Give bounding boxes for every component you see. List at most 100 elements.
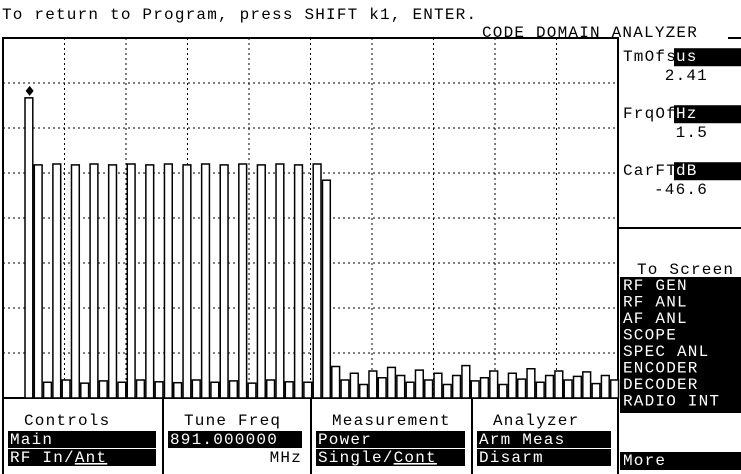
screens-title: To Screen <box>637 261 734 279</box>
softkey-line[interactable]: Arm Meas <box>479 431 565 449</box>
bar <box>154 381 164 399</box>
softkey-highlight <box>316 431 465 448</box>
bar <box>210 381 220 399</box>
softkey-text: Main <box>10 431 53 449</box>
screen-title: CODE DOMAIN ANALYZER <box>482 24 698 42</box>
bar <box>405 381 415 399</box>
bar <box>516 378 527 399</box>
readout-unit: us <box>676 48 698 66</box>
softkey-text: Power <box>318 431 372 449</box>
bar <box>461 364 471 399</box>
softkey-title: Analyzer <box>493 412 579 430</box>
bar <box>98 380 108 399</box>
bar <box>80 382 90 399</box>
softkey-text: MHz <box>270 449 302 467</box>
screen-item[interactable]: DECODER <box>623 376 699 394</box>
more-key[interactable]: More <box>623 452 666 470</box>
screen-item[interactable]: RF ANL <box>623 294 688 312</box>
bar <box>182 164 192 399</box>
bar <box>424 379 434 399</box>
screen-item[interactable]: SPEC ANL <box>623 343 709 361</box>
softkey-line[interactable]: Disarm <box>479 449 544 467</box>
softkey-text: RF In/ <box>10 449 75 467</box>
screen-item[interactable]: ENCODER <box>623 360 699 378</box>
softkey-highlight <box>8 449 156 466</box>
bar <box>70 164 81 399</box>
bar <box>442 383 452 399</box>
screens-box <box>620 277 741 413</box>
bar <box>275 163 285 399</box>
screen-item[interactable]: AF ANL <box>623 310 688 328</box>
bar <box>219 164 229 399</box>
bar <box>42 381 53 399</box>
softkey-line[interactable]: Power <box>318 431 372 449</box>
bar <box>247 382 257 399</box>
bar <box>117 381 127 399</box>
readout-unit: dB <box>676 162 698 180</box>
screen-item[interactable]: RF GEN <box>623 277 688 295</box>
softkey-line[interactable]: RF In/Ant <box>10 449 107 467</box>
bar <box>312 163 322 399</box>
bar <box>340 379 350 399</box>
bar <box>563 379 573 399</box>
bar <box>265 379 276 399</box>
bar <box>386 366 397 399</box>
readout-value: -46.6 <box>654 181 708 199</box>
softkey-text: Single/ <box>318 449 394 467</box>
bar <box>349 372 359 399</box>
instruction: To return to Program, press SHIFT k1, EN… <box>2 6 477 24</box>
readout-label: TmOfs <box>623 48 677 66</box>
bar <box>489 370 499 399</box>
bar <box>414 369 425 399</box>
readout-label: CarFT <box>623 162 677 180</box>
readout-label: FrqOf <box>623 105 677 123</box>
softkey-title: Measurement <box>332 412 451 430</box>
bar <box>191 379 201 399</box>
bar <box>470 380 480 399</box>
screen-item[interactable]: SCOPE <box>623 327 677 345</box>
bar <box>591 382 601 399</box>
bar <box>609 379 620 399</box>
softkey-underlined: Cont <box>394 449 437 467</box>
bar <box>451 374 462 399</box>
bar <box>535 381 545 399</box>
bar <box>228 380 239 399</box>
bar <box>554 370 564 399</box>
bar <box>126 163 136 399</box>
bar <box>173 381 183 399</box>
bar <box>107 164 118 399</box>
bar <box>200 163 211 399</box>
softkey-title: Tune Freq <box>184 412 281 430</box>
bar <box>145 164 155 399</box>
softkey-line[interactable]: Single/Cont <box>318 449 437 467</box>
bar <box>24 97 34 399</box>
unit-box <box>674 105 741 124</box>
screen-item[interactable]: RADIO INT <box>623 393 720 411</box>
softkey-line[interactable]: 891.000000 <box>170 431 278 449</box>
bar <box>33 164 43 399</box>
softkey-text: Disarm <box>479 449 544 467</box>
bar <box>331 365 341 399</box>
bar <box>52 163 62 399</box>
bar <box>163 163 173 399</box>
bar <box>600 374 610 399</box>
bar <box>89 163 99 399</box>
bar <box>135 379 146 399</box>
softkey-line[interactable]: Main <box>10 431 53 449</box>
marker <box>25 85 34 96</box>
readout-value: 1.5 <box>676 124 708 142</box>
bar <box>293 164 304 399</box>
bar <box>377 377 387 399</box>
bar <box>284 381 294 399</box>
bar <box>433 372 443 399</box>
softkey-highlight <box>8 431 156 448</box>
bar <box>479 377 490 399</box>
softkey-line[interactable]: MHz <box>270 449 302 467</box>
bar <box>61 379 71 399</box>
softkey-title: Controls <box>24 412 110 430</box>
unit-box <box>674 162 741 181</box>
softkey-highlight <box>477 449 611 466</box>
bar <box>396 374 406 399</box>
bar <box>321 179 332 399</box>
